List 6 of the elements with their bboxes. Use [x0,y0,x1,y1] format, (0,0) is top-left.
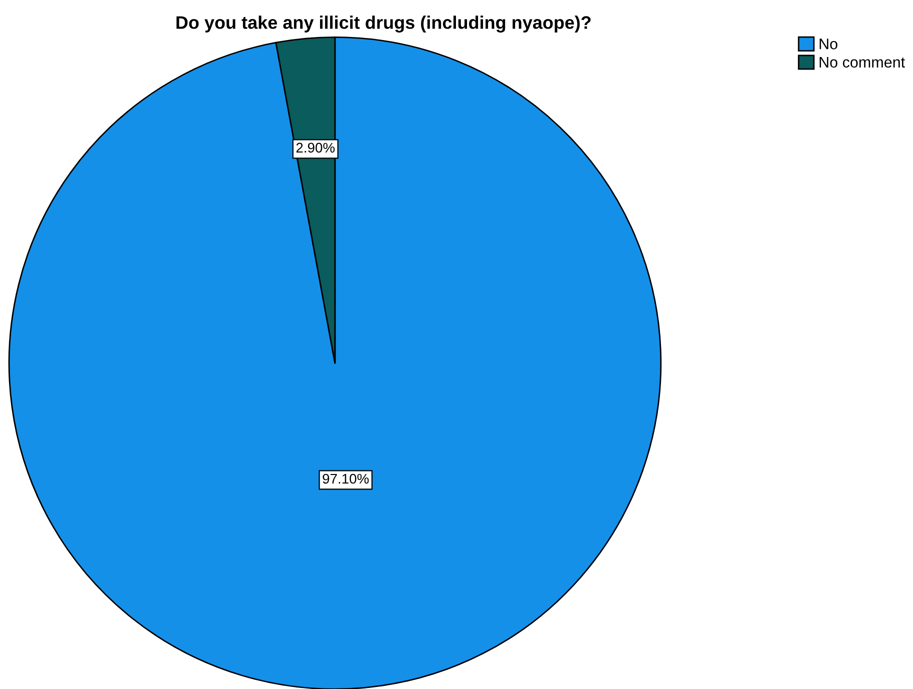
chart-title: Do you take any illicit drugs (including nyaope)? [176,16,591,33]
data-label: 2.90% [296,142,335,153]
legend-label: No [820,38,838,50]
data-label: 97.10% [322,474,369,484]
pie-slice [8,36,662,689]
legend-label: No comment [820,56,905,68]
